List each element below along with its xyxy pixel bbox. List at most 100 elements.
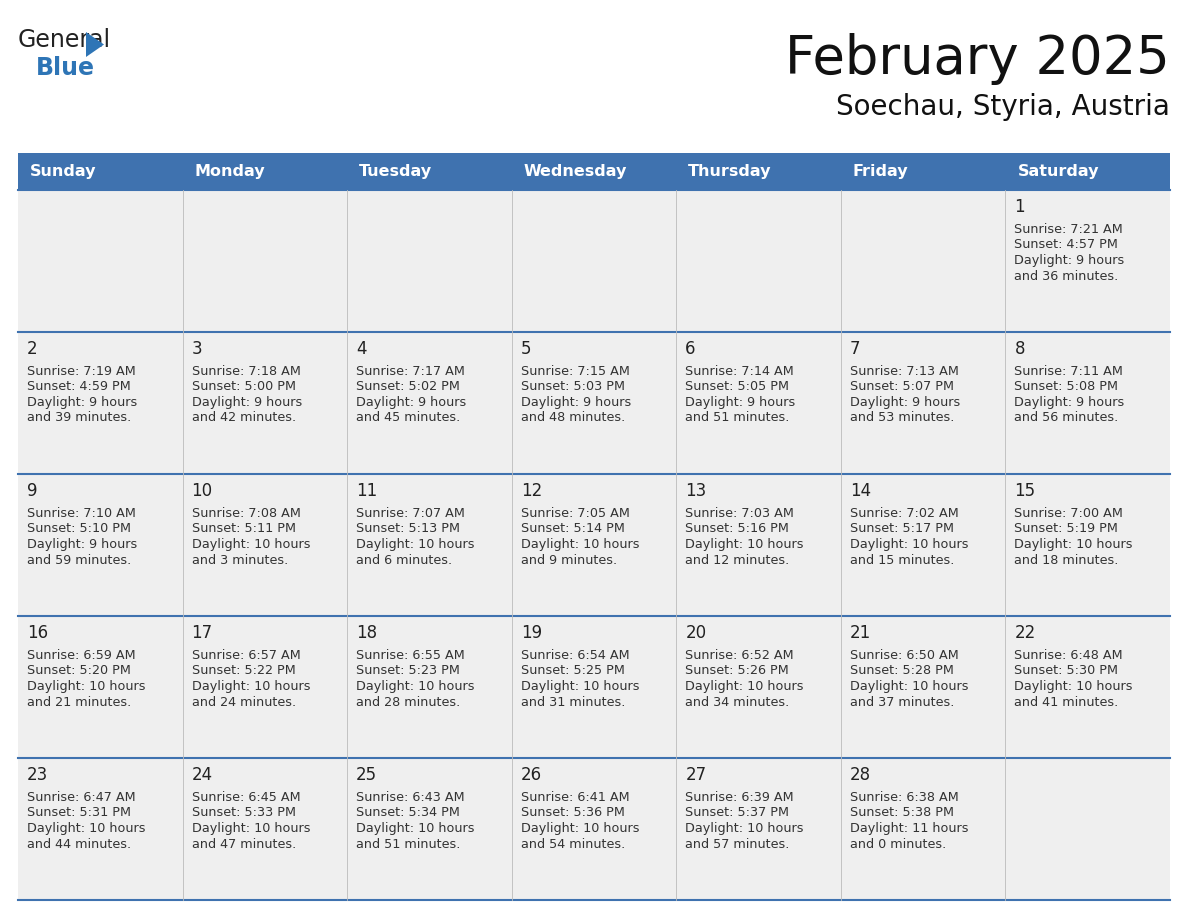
Text: 7: 7 (849, 340, 860, 358)
Text: February 2025: February 2025 (785, 33, 1170, 85)
Text: and 56 minutes.: and 56 minutes. (1015, 411, 1119, 424)
Text: Sunset: 5:31 PM: Sunset: 5:31 PM (27, 807, 131, 820)
Text: 21: 21 (849, 624, 871, 642)
Text: and 21 minutes.: and 21 minutes. (27, 696, 131, 709)
Text: Sunset: 5:11 PM: Sunset: 5:11 PM (191, 522, 296, 535)
Text: Daylight: 9 hours: Daylight: 9 hours (1015, 396, 1125, 409)
Text: Sunset: 5:20 PM: Sunset: 5:20 PM (27, 665, 131, 677)
Text: 26: 26 (520, 766, 542, 784)
Text: Sunrise: 6:38 AM: Sunrise: 6:38 AM (849, 791, 959, 804)
Text: Thursday: Thursday (688, 164, 772, 179)
Bar (18, 190, 1170, 332)
Text: Daylight: 10 hours: Daylight: 10 hours (1015, 680, 1133, 693)
Bar (18, 616, 1170, 758)
Text: Daylight: 9 hours: Daylight: 9 hours (27, 396, 138, 409)
Text: Sunset: 5:36 PM: Sunset: 5:36 PM (520, 807, 625, 820)
Text: Sunset: 5:05 PM: Sunset: 5:05 PM (685, 380, 789, 394)
Text: Daylight: 9 hours: Daylight: 9 hours (191, 396, 302, 409)
Text: Sunset: 5:03 PM: Sunset: 5:03 PM (520, 380, 625, 394)
Text: 22: 22 (1015, 624, 1036, 642)
Text: Sunrise: 7:07 AM: Sunrise: 7:07 AM (356, 507, 465, 520)
Text: Tuesday: Tuesday (359, 164, 432, 179)
Text: and 12 minutes.: and 12 minutes. (685, 554, 790, 566)
Text: and 24 minutes.: and 24 minutes. (191, 696, 296, 709)
Text: Sunset: 5:33 PM: Sunset: 5:33 PM (191, 807, 296, 820)
Text: Sunrise: 6:54 AM: Sunrise: 6:54 AM (520, 649, 630, 662)
Text: Sunrise: 7:17 AM: Sunrise: 7:17 AM (356, 365, 465, 378)
Bar (18, 153, 1170, 190)
Text: Daylight: 10 hours: Daylight: 10 hours (849, 680, 968, 693)
Text: Sunrise: 6:43 AM: Sunrise: 6:43 AM (356, 791, 465, 804)
Text: Sunrise: 6:55 AM: Sunrise: 6:55 AM (356, 649, 465, 662)
Text: Daylight: 10 hours: Daylight: 10 hours (356, 822, 475, 835)
Text: and 54 minutes.: and 54 minutes. (520, 837, 625, 850)
Text: and 37 minutes.: and 37 minutes. (849, 696, 954, 709)
Text: Daylight: 10 hours: Daylight: 10 hours (191, 680, 310, 693)
Text: Daylight: 10 hours: Daylight: 10 hours (191, 538, 310, 551)
Text: 20: 20 (685, 624, 707, 642)
Text: Sunset: 5:22 PM: Sunset: 5:22 PM (191, 665, 296, 677)
Text: Sunrise: 6:57 AM: Sunrise: 6:57 AM (191, 649, 301, 662)
Text: and 6 minutes.: and 6 minutes. (356, 554, 453, 566)
Text: 5: 5 (520, 340, 531, 358)
Text: Sunday: Sunday (30, 164, 96, 179)
Text: Daylight: 10 hours: Daylight: 10 hours (27, 680, 145, 693)
Text: Daylight: 10 hours: Daylight: 10 hours (520, 680, 639, 693)
Text: and 39 minutes.: and 39 minutes. (27, 411, 131, 424)
Text: and 47 minutes.: and 47 minutes. (191, 837, 296, 850)
Text: Daylight: 10 hours: Daylight: 10 hours (685, 538, 804, 551)
Text: Sunset: 5:28 PM: Sunset: 5:28 PM (849, 665, 954, 677)
Text: Daylight: 9 hours: Daylight: 9 hours (685, 396, 796, 409)
Text: and 41 minutes.: and 41 minutes. (1015, 696, 1119, 709)
Polygon shape (86, 32, 105, 57)
Text: Sunset: 5:02 PM: Sunset: 5:02 PM (356, 380, 460, 394)
Text: 23: 23 (27, 766, 49, 784)
Text: Sunset: 5:30 PM: Sunset: 5:30 PM (1015, 665, 1118, 677)
Text: 4: 4 (356, 340, 367, 358)
Text: 13: 13 (685, 482, 707, 500)
Text: Sunrise: 6:50 AM: Sunrise: 6:50 AM (849, 649, 959, 662)
Text: Daylight: 10 hours: Daylight: 10 hours (356, 538, 475, 551)
Text: 18: 18 (356, 624, 378, 642)
Text: Sunrise: 7:15 AM: Sunrise: 7:15 AM (520, 365, 630, 378)
Text: Sunrise: 7:19 AM: Sunrise: 7:19 AM (27, 365, 135, 378)
Text: Daylight: 10 hours: Daylight: 10 hours (356, 680, 475, 693)
Text: Sunset: 5:00 PM: Sunset: 5:00 PM (191, 380, 296, 394)
Text: General: General (18, 28, 112, 52)
Text: and 51 minutes.: and 51 minutes. (356, 837, 461, 850)
Text: Sunset: 5:08 PM: Sunset: 5:08 PM (1015, 380, 1118, 394)
Text: and 15 minutes.: and 15 minutes. (849, 554, 954, 566)
Text: and 3 minutes.: and 3 minutes. (191, 554, 287, 566)
Text: Sunset: 5:16 PM: Sunset: 5:16 PM (685, 522, 789, 535)
Text: Daylight: 9 hours: Daylight: 9 hours (849, 396, 960, 409)
Text: Daylight: 11 hours: Daylight: 11 hours (849, 822, 968, 835)
Text: Daylight: 9 hours: Daylight: 9 hours (27, 538, 138, 551)
Text: Sunset: 5:19 PM: Sunset: 5:19 PM (1015, 522, 1118, 535)
Text: 16: 16 (27, 624, 49, 642)
Text: Sunset: 4:59 PM: Sunset: 4:59 PM (27, 380, 131, 394)
Text: Sunset: 5:38 PM: Sunset: 5:38 PM (849, 807, 954, 820)
Text: 9: 9 (27, 482, 38, 500)
Text: Sunrise: 6:47 AM: Sunrise: 6:47 AM (27, 791, 135, 804)
Text: 1: 1 (1015, 198, 1025, 216)
Bar (18, 758, 1170, 900)
Text: Sunset: 5:14 PM: Sunset: 5:14 PM (520, 522, 625, 535)
Text: 10: 10 (191, 482, 213, 500)
Text: and 0 minutes.: and 0 minutes. (849, 837, 946, 850)
Text: 27: 27 (685, 766, 707, 784)
Text: Daylight: 9 hours: Daylight: 9 hours (356, 396, 467, 409)
Text: and 59 minutes.: and 59 minutes. (27, 554, 131, 566)
Text: Sunrise: 7:18 AM: Sunrise: 7:18 AM (191, 365, 301, 378)
Text: Sunset: 5:25 PM: Sunset: 5:25 PM (520, 665, 625, 677)
Text: Sunrise: 6:52 AM: Sunrise: 6:52 AM (685, 649, 794, 662)
Text: and 51 minutes.: and 51 minutes. (685, 411, 790, 424)
Text: Friday: Friday (853, 164, 909, 179)
Text: Daylight: 10 hours: Daylight: 10 hours (685, 822, 804, 835)
Text: and 9 minutes.: and 9 minutes. (520, 554, 617, 566)
Text: Sunrise: 6:48 AM: Sunrise: 6:48 AM (1015, 649, 1123, 662)
Text: Sunrise: 7:08 AM: Sunrise: 7:08 AM (191, 507, 301, 520)
Text: and 48 minutes.: and 48 minutes. (520, 411, 625, 424)
Text: Sunset: 5:26 PM: Sunset: 5:26 PM (685, 665, 789, 677)
Text: Daylight: 9 hours: Daylight: 9 hours (1015, 254, 1125, 267)
Text: Sunset: 5:17 PM: Sunset: 5:17 PM (849, 522, 954, 535)
